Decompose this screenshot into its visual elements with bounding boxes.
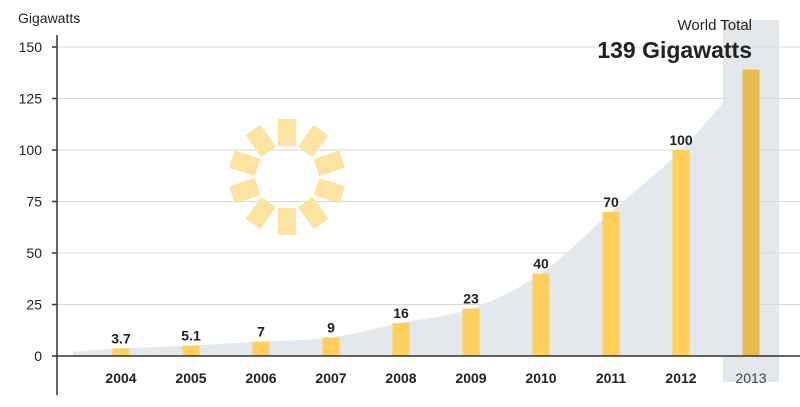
bar-2013 (742, 69, 760, 356)
sun-ray (313, 178, 345, 204)
data-label-2007: 9 (327, 319, 335, 335)
bar-2007 (322, 337, 340, 356)
x-tick-label-2009: 2009 (455, 370, 486, 386)
sun-ray (278, 119, 296, 146)
x-tick-label-2012: 2012 (665, 370, 696, 386)
axes (52, 35, 800, 395)
y-tick-label-50: 50 (26, 245, 42, 261)
bar-2004 (112, 348, 130, 356)
x-tick-label-2013: 2013 (735, 370, 766, 386)
y-tick-labels: 0 25 50 75 100 125 150 (19, 39, 43, 364)
data-label-2009: 23 (463, 291, 479, 307)
x-tick-label-2011: 2011 (596, 370, 627, 386)
x-tick-label-2004: 2004 (105, 370, 136, 386)
y-tick-label-125: 125 (19, 91, 43, 107)
data-label-2005: 5.1 (181, 327, 201, 343)
y-tick-label-100: 100 (19, 142, 43, 158)
data-label-2006: 7 (257, 324, 265, 340)
bar-2008 (392, 323, 410, 356)
world-total-value: 139 Gigawatts (597, 37, 752, 63)
y-tick-label-150: 150 (19, 39, 43, 55)
sun-icon (229, 119, 345, 235)
data-label-2008: 16 (393, 305, 409, 321)
sun-ray (229, 178, 261, 204)
sun-ray (313, 150, 345, 176)
growth-area (73, 69, 751, 356)
x-tick-label-2010: 2010 (525, 370, 556, 386)
x-tick-label-2005: 2005 (175, 370, 206, 386)
sun-ray (297, 124, 329, 158)
sun-ray (229, 150, 261, 176)
bar-2006 (252, 341, 270, 356)
bar-2009 (462, 308, 480, 356)
sun-ray (245, 196, 277, 230)
x-tick-label-2006: 2006 (245, 370, 276, 386)
sun-ray (297, 196, 329, 230)
bar-2011 (602, 211, 620, 356)
data-label-2010: 40 (533, 256, 549, 272)
world-total-label: World Total (678, 17, 752, 34)
y-tick-label-0: 0 (34, 348, 42, 364)
y-axis-title: Gigawatts (18, 10, 80, 26)
x-tick-label-2007: 2007 (315, 370, 346, 386)
data-label-2012: 100 (669, 132, 693, 148)
bar-2005 (182, 345, 200, 356)
sun-ray (245, 124, 277, 158)
data-label-2011: 70 (603, 194, 619, 210)
bar-2010 (532, 273, 550, 356)
y-tick-label-75: 75 (26, 194, 42, 210)
gridlines (57, 46, 800, 305)
bars (112, 69, 760, 356)
x-tick-label-2008: 2008 (385, 370, 416, 386)
data-labels: 3.7 5.1 7 9 16 23 40 70 100 (111, 132, 693, 346)
sun-ray (278, 208, 296, 235)
x-tick-labels: 2004 2005 2006 2007 2008 2009 2010 2011 2012 2013 (105, 370, 766, 386)
data-label-2004: 3.7 (111, 330, 131, 346)
y-tick-label-25: 25 (26, 297, 42, 313)
bar-2012 (672, 150, 690, 356)
